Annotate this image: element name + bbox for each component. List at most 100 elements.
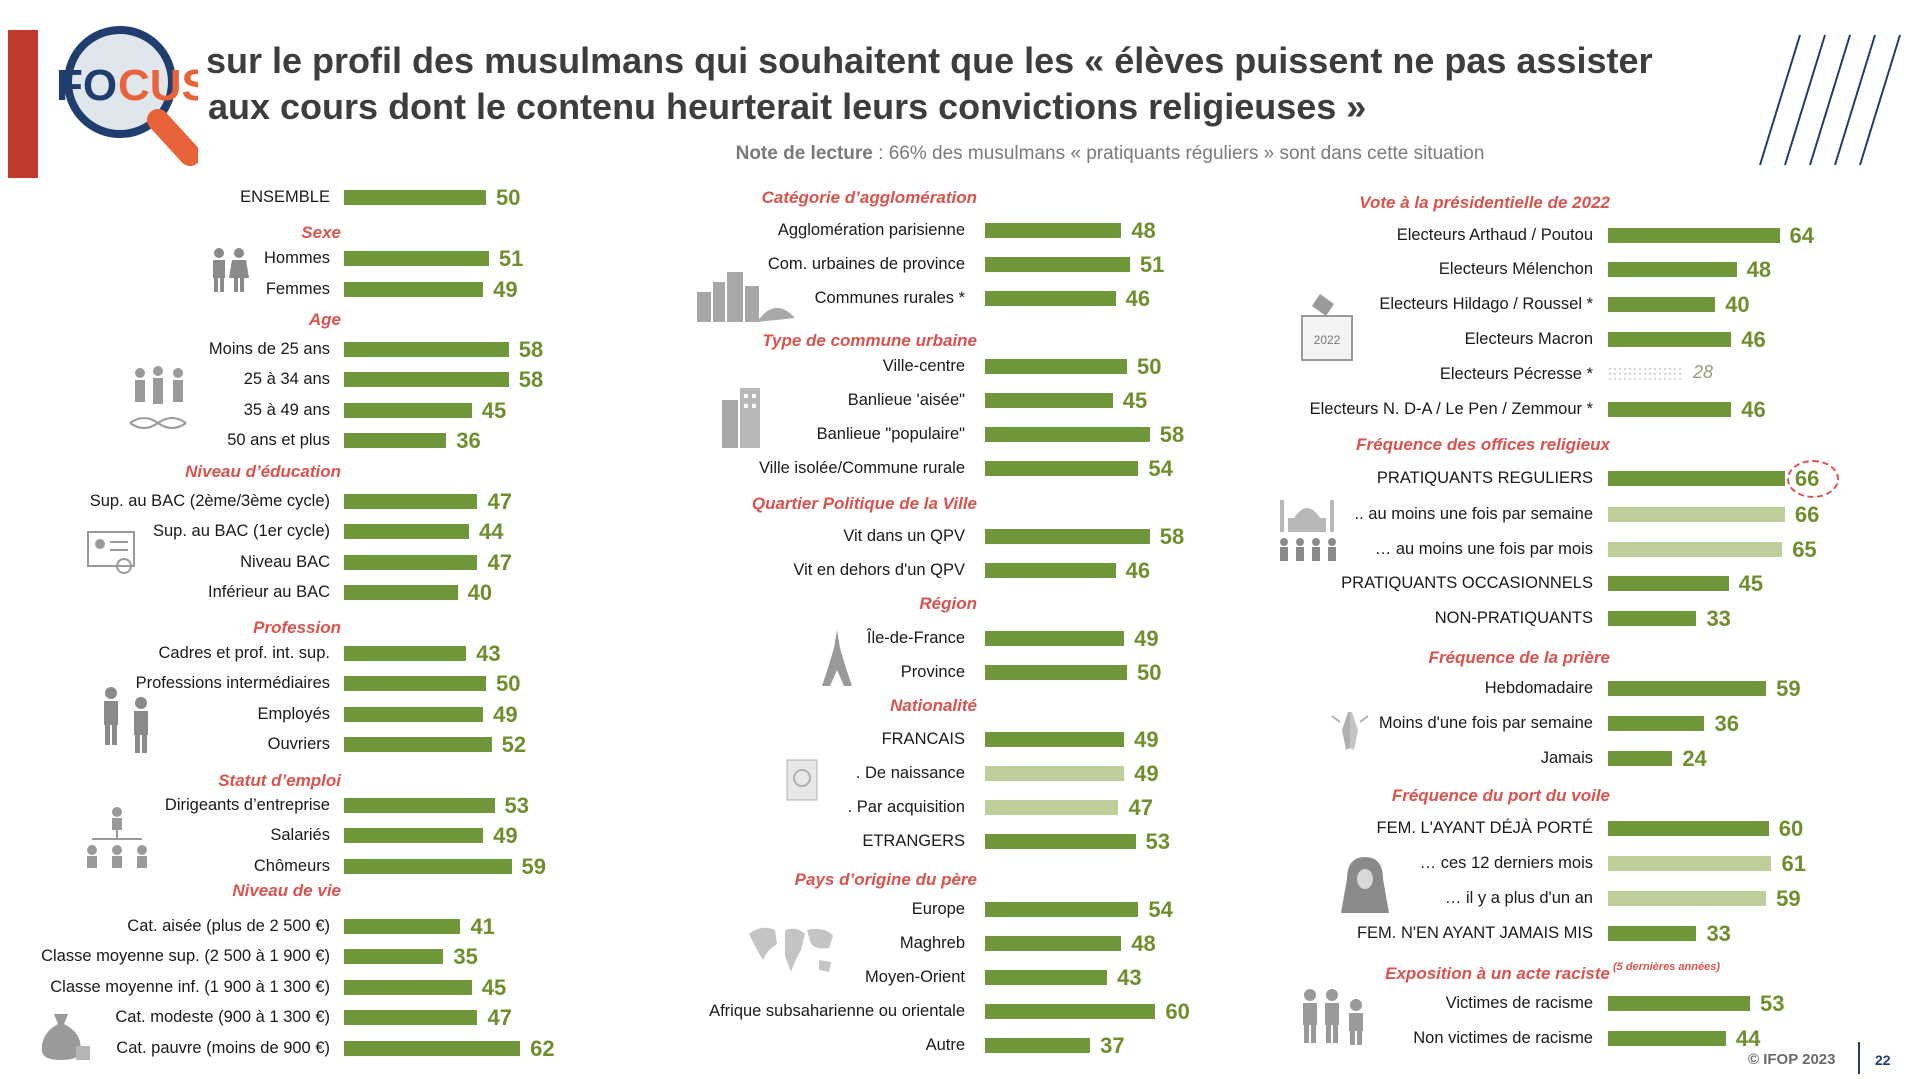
row-label: FEM. L'AYANT DÉJÀ PORTÉ (1376, 819, 1593, 837)
bar (985, 1004, 1156, 1019)
row-label: Niveau BAC (240, 553, 330, 571)
row-label: Salariés (270, 826, 330, 844)
row-label: ENSEMBLE (240, 188, 330, 206)
data-label: 41 (470, 914, 495, 939)
highlight-circle (1786, 460, 1839, 498)
data-label: 53 (1145, 829, 1170, 854)
bar (1608, 681, 1767, 696)
bar (1608, 542, 1783, 557)
data-label: 58 (1159, 422, 1185, 447)
row-label: ETRANGERS (862, 832, 965, 850)
data-label: 44 (478, 519, 504, 544)
data-label: 47 (487, 489, 512, 514)
section-title: Exposition à un acte raciste (1385, 964, 1610, 983)
bar (344, 403, 472, 418)
logo-text-accent: CUS (118, 61, 198, 110)
bar (344, 828, 484, 843)
bar (344, 372, 509, 387)
reading-note-text: : 66% des musulmans « pratiquants réguli… (872, 143, 1485, 164)
section-title: Fréquence des offices religieux (1356, 435, 1610, 454)
row-label: Banlieue "populaire" (816, 425, 965, 443)
data-label: 58 (518, 367, 544, 392)
org-chart-icon (87, 807, 147, 868)
section-title: Fréquence du port du voile (1391, 786, 1610, 805)
row-label: . De naissance (855, 764, 965, 782)
row-label: Electeurs Macron (1464, 330, 1593, 348)
ballot-year-text: 2022 (1314, 333, 1341, 347)
bar (344, 190, 486, 205)
data-label: 47 (1128, 795, 1153, 820)
row-label: Non victimes de racisme (1413, 1029, 1593, 1047)
bar (985, 800, 1119, 815)
row-label: Agglomération parisienne (777, 221, 965, 239)
data-label: 46 (1741, 397, 1766, 422)
bar (344, 494, 478, 509)
data-label: 49 (1134, 727, 1159, 752)
data-label: 61 (1781, 851, 1806, 876)
family-dna-icon (129, 366, 187, 429)
bar (1608, 471, 1785, 486)
bar (1608, 402, 1732, 417)
data-label: 60 (1778, 816, 1804, 841)
row-label: Chômeurs (253, 857, 330, 875)
data-label: 54 (1148, 456, 1173, 481)
row-label: Electeurs Mélenchon (1438, 260, 1593, 278)
section-title: Région (919, 594, 977, 613)
bar (985, 291, 1116, 306)
data-label: 47 (487, 550, 512, 575)
row-label: Ville isolée/Commune rurale (758, 459, 965, 477)
data-label: 33 (1706, 606, 1731, 631)
bar (344, 282, 484, 297)
bar (985, 529, 1150, 544)
accent-bar (8, 30, 38, 178)
page-number: 22 (1875, 1052, 1891, 1068)
data-label: 40 (467, 580, 493, 605)
row-label: Autre (925, 1036, 965, 1054)
row-label: Vit en dehors d'un QPV (793, 561, 965, 579)
row-label: Professions intermédiaires (135, 674, 330, 692)
row-label: 50 ans et plus (227, 431, 330, 449)
row-label: Cat. aisée (plus de 2 500 €) (127, 917, 330, 935)
row-label: Moins de 25 ans (208, 340, 330, 358)
section-title: Profession (253, 618, 341, 637)
bar (985, 257, 1130, 272)
row-label: PRATIQUANTS OCCASIONNELS (1341, 574, 1593, 592)
data-label: 45 (1122, 388, 1148, 413)
row-label: Maghreb (899, 934, 965, 952)
row-label: Com. urbaines de province (767, 255, 965, 273)
bar (344, 585, 458, 600)
bar (344, 524, 469, 539)
section-title: Pays d’origine du père (794, 870, 977, 889)
people-group-icon (1303, 989, 1363, 1045)
bar (344, 798, 495, 813)
row-label: Classe moyenne inf. (1 900 à 1 300 €) (50, 978, 330, 996)
row-label: Cat. modeste (900 à 1 300 €) (115, 1008, 330, 1026)
section-title: Vote à la présidentielle de 2022 (1359, 193, 1610, 212)
bar (344, 737, 492, 752)
bar (344, 342, 509, 357)
money-bag-icon (41, 1014, 90, 1060)
bar (985, 936, 1122, 951)
row-label: Province (900, 663, 965, 681)
page-title: sur le profil des musulmans qui souhaite… (206, 38, 1746, 130)
data-label: 46 (1125, 286, 1151, 311)
row-label: Electeurs N. D-A / Le Pen / Zemmour * (1309, 400, 1593, 418)
eiffel-tower-icon (822, 630, 852, 686)
data-label: 53 (1760, 991, 1785, 1016)
row-label: Dirigeants d’entreprise (164, 796, 330, 814)
bar (1608, 751, 1673, 766)
data-label: 43 (476, 641, 501, 666)
row-label: … il y a plus d'un an (1444, 889, 1593, 907)
row-label: Europe (911, 900, 965, 918)
bar (344, 646, 467, 661)
data-label: 50 (1137, 660, 1162, 685)
data-label: 48 (1131, 218, 1156, 243)
data-label: 49 (493, 823, 518, 848)
man-woman-icon (213, 248, 249, 292)
data-label: 36 (456, 428, 481, 453)
row-label: Classe moyenne sup. (2 500 à 1 900 €) (41, 947, 330, 965)
data-label: 49 (493, 277, 518, 302)
buildings-icon (722, 388, 760, 448)
row-label: Île-de-France (866, 629, 965, 647)
section-title: Niveau de vie (232, 881, 341, 900)
